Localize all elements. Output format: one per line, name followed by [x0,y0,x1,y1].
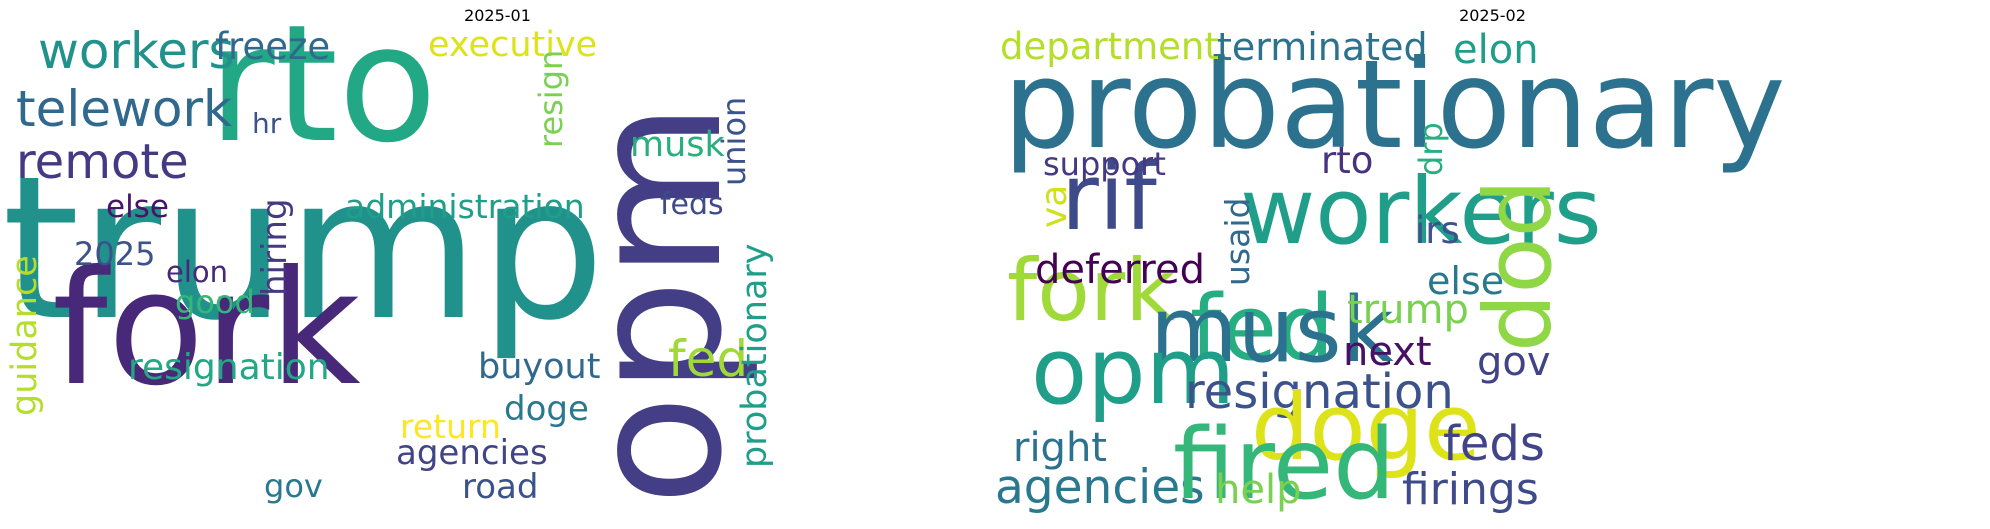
panel-title: 2025-02 [1459,6,1526,25]
word-department: department [1000,25,1219,68]
word-musk: musk [1150,278,1394,383]
word-resign: resign [532,49,570,148]
word-drp: drp [1412,122,1450,176]
word-resignation: resignation [1185,364,1454,420]
word-help: help [1215,467,1302,513]
word-remote: remote [16,134,189,190]
word-fork: fork [52,237,361,421]
word-agencies: agencies [396,433,548,473]
word-support: support [1043,145,1166,183]
word-fork: fork [1007,241,1176,341]
word-opm: opm [1031,318,1236,425]
word-right: right [1013,425,1107,471]
word-good: good [175,283,255,321]
word-va: va [1034,184,1075,228]
word-resignation: resignation [128,347,330,388]
word-rto: rto [1321,139,1374,182]
word-freeze: freeze [215,25,331,68]
word-fired: fired [1173,408,1396,522]
word-next: next [1343,329,1432,375]
word-return: return [400,407,501,446]
word-gov: gov [1477,339,1551,385]
word-guidance: guidance [5,255,45,416]
wordcloud-panel-left: 2025-01 trump rto opm fork workers freez… [2,0,775,507]
word-trump: trump [1347,287,1469,333]
panel-title: 2025-01 [464,6,531,25]
word-else: else [1427,259,1505,303]
word-road: road [462,467,539,507]
word-probationary: probationary [735,243,775,468]
word-musk: musk [630,125,725,165]
word-doge: doge [504,389,589,429]
word-doge: doge [1251,374,1481,481]
word-fed: fed [1190,276,1335,381]
word-fed: fed [668,330,749,388]
word-administration: administration [345,187,585,226]
word-2025: 2025 [74,235,156,273]
word-rif: rif [1061,144,1157,251]
word-firings: firings [1402,464,1539,515]
word-feds: feds [1443,416,1545,472]
word-hiring: hiring [255,198,295,296]
wordcloud-panel-right: 2025-02 probationary department terminat… [995,0,1990,529]
word-trump: trump [2,133,606,364]
word-hr: hr [252,107,282,140]
word-elon: elon [1453,27,1539,73]
word-gov: gov [264,467,323,505]
word-executive: executive [428,25,598,65]
word-deferred: deferred [1035,247,1205,293]
word-telework: telework [16,80,233,138]
word-buyout: buyout [478,347,601,387]
word-elon: elon [166,255,229,289]
word-rto: rto [208,0,438,179]
word-union: union [715,96,753,186]
word-terminated: terminated [1217,25,1428,69]
word-probationary: probationary [1003,34,1786,176]
word-workers: workers [1240,158,1602,265]
word-usaid: usaid [1218,197,1257,286]
word-workers: workers [38,22,235,80]
word-irs: irs [1415,209,1460,252]
word-feds: feds [660,187,724,222]
word-else: else [106,189,169,225]
word-agencies: agencies [995,460,1205,515]
